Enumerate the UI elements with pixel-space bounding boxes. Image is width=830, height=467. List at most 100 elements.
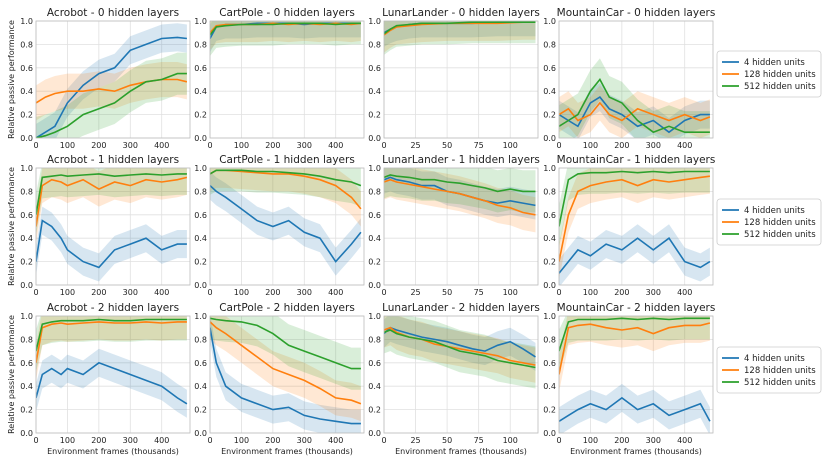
series-line-2 xyxy=(559,78,710,134)
plot-area xyxy=(210,316,362,433)
y-tick-label: 0.4 xyxy=(20,87,33,96)
series-line-2 xyxy=(384,174,536,193)
panel-frame xyxy=(383,167,539,286)
x-axis-label: Environment frames (thousands) xyxy=(47,447,179,456)
panel-title: LunarLander - 2 hidden layers xyxy=(382,302,540,314)
series-line-2 xyxy=(559,317,710,352)
x-tick-label: 300 xyxy=(123,141,138,150)
x-tick-label: 0 xyxy=(556,436,561,445)
series-band-2 xyxy=(36,52,187,138)
x-tick-label: 400 xyxy=(677,141,692,150)
x-tick-label: 400 xyxy=(154,436,169,445)
panel-background xyxy=(210,21,364,138)
series-line-2 xyxy=(210,22,361,36)
panel-frame xyxy=(35,315,191,434)
legend-entry-2: 512 hidden units xyxy=(744,82,816,92)
x-tick-label: 100 xyxy=(234,436,249,445)
panel-title: CartPole - 1 hidden layers xyxy=(219,154,355,166)
x-tick-label: 100 xyxy=(503,288,518,297)
y-tick-label: 0.4 xyxy=(194,234,207,243)
legend-box xyxy=(716,50,822,98)
series-band-0 xyxy=(559,383,710,433)
x-axis-label: Environment frames (thousands) xyxy=(395,447,527,456)
y-tick-label: 0.8 xyxy=(543,40,556,49)
panel-9: 0.0 0.2 0.4 0.6 0.8 1.0 0 100 200 300 400 CartPole … xyxy=(194,302,365,456)
x-tick-label: 0 xyxy=(556,288,561,297)
y-tick-label: 0.2 xyxy=(194,406,207,415)
panel-frame xyxy=(35,20,191,139)
y-tick-label: 0.2 xyxy=(368,406,381,415)
y-tick-label: 0.4 xyxy=(20,234,33,243)
y-tick-label: 1.0 xyxy=(20,164,33,173)
panel-frame xyxy=(209,167,365,286)
x-tick-label: 50 xyxy=(442,141,452,150)
y-axis-label: Relative passive performance xyxy=(7,20,16,139)
series-band-1 xyxy=(210,168,361,227)
y-tick-label: 0.0 xyxy=(543,281,556,290)
x-tick-label: 75 xyxy=(474,436,484,445)
y-axis-label: Relative passive performance xyxy=(7,315,16,434)
y-tick-label: 0.8 xyxy=(543,335,556,344)
y-tick-label: 0.0 xyxy=(20,429,33,438)
y-tick-label: 0.6 xyxy=(194,64,207,73)
panel-title: CartPole - 0 hidden layers xyxy=(219,7,355,19)
series-line-0 xyxy=(210,185,362,263)
plot-area xyxy=(384,168,536,233)
y-tick-label: 0.0 xyxy=(543,134,556,143)
plot-area xyxy=(559,58,711,138)
y-tick-label: 0.4 xyxy=(194,87,207,96)
series-line-2 xyxy=(36,72,187,138)
panel-6: 0.0 0.2 0.4 0.6 0.8 1.0 0 25 50 75 100 LunarLander … xyxy=(368,154,540,297)
y-tick-label: 0.0 xyxy=(543,429,556,438)
series-line-1 xyxy=(210,321,362,405)
series-line-1 xyxy=(36,321,187,363)
series-line-0 xyxy=(559,396,711,422)
y-tick-label: 0.0 xyxy=(368,429,381,438)
x-tick-label: 400 xyxy=(154,288,169,297)
y-tick-label: 0.4 xyxy=(543,382,556,391)
y-tick-label: 0.2 xyxy=(368,258,381,267)
x-tick-label: 0 xyxy=(33,436,38,445)
series-line-1 xyxy=(36,78,188,104)
series-band-2 xyxy=(559,168,710,248)
x-tick-label: 400 xyxy=(328,436,343,445)
y-tick-label: 0.2 xyxy=(543,258,556,267)
panel-frame xyxy=(383,20,539,139)
y-tick-label: 0.2 xyxy=(194,258,207,267)
x-tick-label: 300 xyxy=(297,141,312,150)
panel-8: 0.0 0.2 0.4 0.6 0.8 1.0 0 100 200 300 400 Acrobot -… xyxy=(7,302,191,456)
series-line-2 xyxy=(36,173,187,215)
y-tick-label: 0.2 xyxy=(543,111,556,120)
x-tick-label: 300 xyxy=(123,436,138,445)
series-band-1 xyxy=(210,316,361,422)
panel-2: 0.0 0.2 0.4 0.6 0.8 1.0 0 25 50 75 100 LunarLander … xyxy=(368,7,540,150)
x-tick-label: 0 xyxy=(207,288,212,297)
x-tick-label: 300 xyxy=(646,141,661,150)
x-tick-label: 25 xyxy=(410,436,420,445)
x-tick-label: 300 xyxy=(297,288,312,297)
y-tick-label: 1.0 xyxy=(194,312,207,321)
plot-area xyxy=(36,168,188,282)
panel-title: Acrobot - 0 hidden layers xyxy=(47,7,179,19)
panel-4: 0.0 0.2 0.4 0.6 0.8 1.0 0 100 200 300 400 Acrobot -… xyxy=(7,154,191,297)
panel-title: MountainCar - 0 hidden layers xyxy=(557,7,716,19)
panel-title: CartPole - 2 hidden layers xyxy=(219,302,355,314)
x-tick-label: 400 xyxy=(677,288,692,297)
y-tick-label: 1.0 xyxy=(543,17,556,26)
panel-10: 0.0 0.2 0.4 0.6 0.8 1.0 0 25 50 75 100 LunarLander … xyxy=(368,302,540,456)
legend-entry-0: 4 hidden units xyxy=(744,206,805,216)
y-tick-label: 0.8 xyxy=(20,40,33,49)
series-line-1 xyxy=(559,101,711,122)
series-band-0 xyxy=(36,348,187,418)
series-band-0 xyxy=(384,316,536,371)
x-tick-label: 100 xyxy=(234,141,249,150)
y-tick-label: 0.0 xyxy=(194,429,207,438)
series-band-0 xyxy=(210,171,361,276)
plot-area xyxy=(36,23,188,138)
y-tick-label: 0.6 xyxy=(368,64,381,73)
y-tick-label: 1.0 xyxy=(368,17,381,26)
series-band-1 xyxy=(36,316,187,381)
y-tick-label: 0.4 xyxy=(20,382,33,391)
y-tick-label: 0.2 xyxy=(368,111,381,120)
y-tick-label: 0.6 xyxy=(368,359,381,368)
